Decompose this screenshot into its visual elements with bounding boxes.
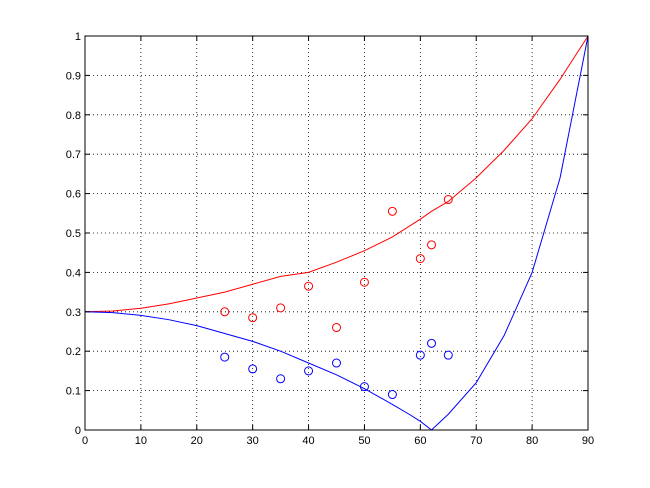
red-point [276, 303, 286, 313]
markers [220, 195, 453, 400]
red-point [415, 254, 425, 264]
x-tick-label: 60 [414, 435, 426, 447]
y-tick-label: 0.4 [66, 267, 81, 279]
blue-point [427, 338, 437, 348]
red-point [248, 313, 258, 323]
grid [85, 36, 588, 430]
y-tick-label: 0.9 [66, 70, 81, 82]
y-tick-label: 0 [75, 425, 81, 437]
blue-curve [84, 35, 589, 431]
red-point [387, 206, 397, 216]
y-tick-label: 0.3 [66, 307, 81, 319]
y-tick-label: 0.2 [66, 346, 81, 358]
blue-point [304, 366, 314, 376]
x-tick-label: 40 [302, 435, 314, 447]
x-tick-label: 20 [191, 435, 203, 447]
x-tick-label: 90 [582, 435, 594, 447]
blue-point [415, 350, 425, 360]
curves [84, 35, 589, 431]
y-tick-label: 1 [75, 31, 81, 43]
y-tick-label: 0.8 [66, 110, 81, 122]
x-tick-label: 50 [358, 435, 370, 447]
red-point [332, 323, 341, 333]
red-point [427, 240, 437, 250]
blue-point [220, 352, 230, 362]
red-point [443, 195, 453, 205]
blue-point [276, 374, 286, 384]
y-tick-label: 0.7 [66, 149, 81, 161]
x-tick-label: 30 [247, 435, 259, 447]
x-tick-label: 80 [526, 435, 538, 447]
blue-point [248, 364, 258, 374]
axes-box [84, 35, 589, 431]
y-tick-label: 0.1 [66, 386, 81, 398]
tick-labels: 0 10 20 30 40 50 60 70 80 90 0 0.1 0.2 0.3 0.4 0.5 0.6 0.… [66, 31, 594, 447]
red-point [359, 277, 369, 287]
y-tick-label: 0.6 [66, 189, 81, 201]
blue-point [443, 350, 453, 360]
red-point [304, 281, 314, 291]
x-tick-label: 0 [82, 435, 88, 447]
blue-point [332, 358, 341, 368]
blue-point [359, 382, 369, 392]
x-tick-label: 10 [135, 435, 147, 447]
red-curve [84, 35, 589, 313]
red-point [220, 307, 230, 317]
x-tick-label: 70 [470, 435, 482, 447]
axes [84, 35, 589, 431]
y-tick-label: 0.5 [66, 228, 81, 240]
blue-point [387, 390, 397, 400]
